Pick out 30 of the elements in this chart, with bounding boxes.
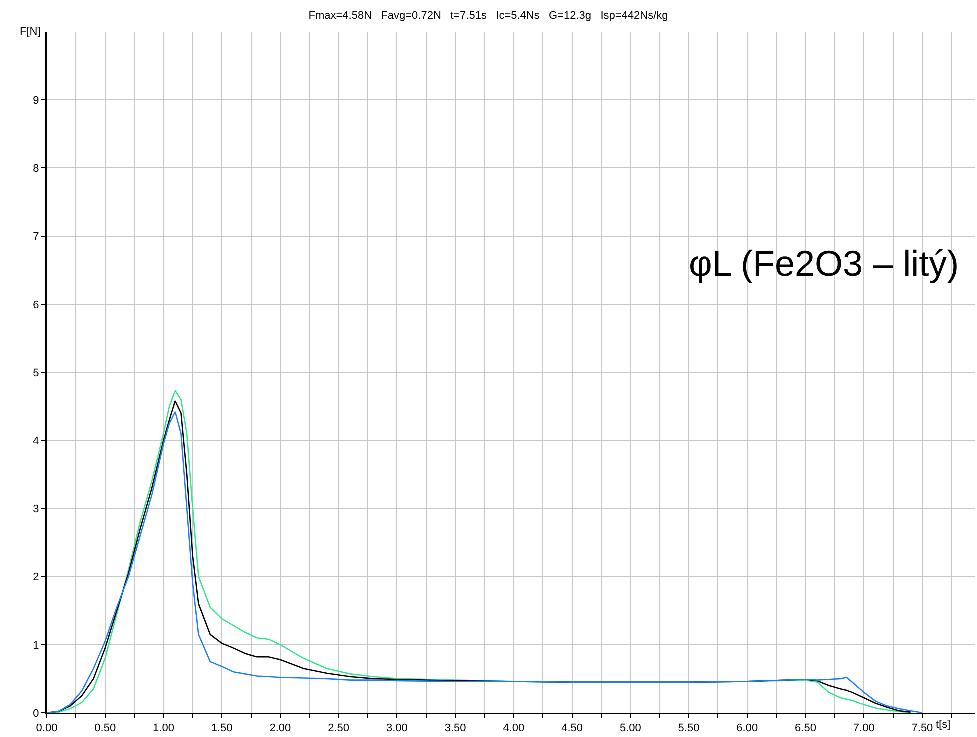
x-tick-label: 5.50 — [678, 722, 700, 735]
x-tick-label: 0.50 — [94, 722, 116, 735]
x-tick-label: 2.00 — [270, 722, 292, 735]
x-tick-label: 1.00 — [153, 722, 174, 735]
x-tick-label: 7.00 — [853, 722, 875, 735]
y-tick-label: 5 — [33, 367, 40, 380]
y-tick-label: 3 — [33, 504, 40, 516]
x-tick-label: 0.00 — [36, 722, 58, 735]
x-axis-title: t[s] — [936, 719, 951, 731]
y-tick-label: 9 — [33, 94, 40, 107]
y-tick-label: 7 — [33, 231, 40, 244]
x-tick-label: 5.00 — [620, 722, 642, 735]
chart-title: Fmax=4.58N Favg=0.72N t=7.51s Ic=5.4Ns G=12.3g Isp=442Ns/kg — [308, 10, 668, 22]
y-tick-label: 6 — [33, 299, 40, 312]
annotation: φL (Fe2O3 – litý) — [689, 243, 960, 284]
y-tick-label: 0 — [33, 708, 40, 720]
x-tick-label: 2.50 — [328, 722, 350, 735]
x-tick-label: 1.50 — [211, 722, 233, 735]
y-tick-label: 1 — [33, 640, 40, 652]
y-tick-label: 2 — [33, 572, 40, 584]
y-axis-title: F[N] — [20, 26, 41, 38]
x-tick-label: 4.00 — [503, 722, 525, 735]
x-tick-label: 3.50 — [444, 722, 466, 735]
y-tick-label: 4 — [33, 435, 40, 448]
y-tick-label: 8 — [33, 163, 40, 176]
x-tick-label: 6.00 — [736, 722, 758, 735]
x-tick-label: 4.50 — [562, 722, 583, 735]
x-tick-label: 7.50 — [912, 722, 934, 735]
x-tick-label: 6.50 — [795, 722, 816, 735]
x-tick-label: 3.00 — [386, 722, 408, 735]
